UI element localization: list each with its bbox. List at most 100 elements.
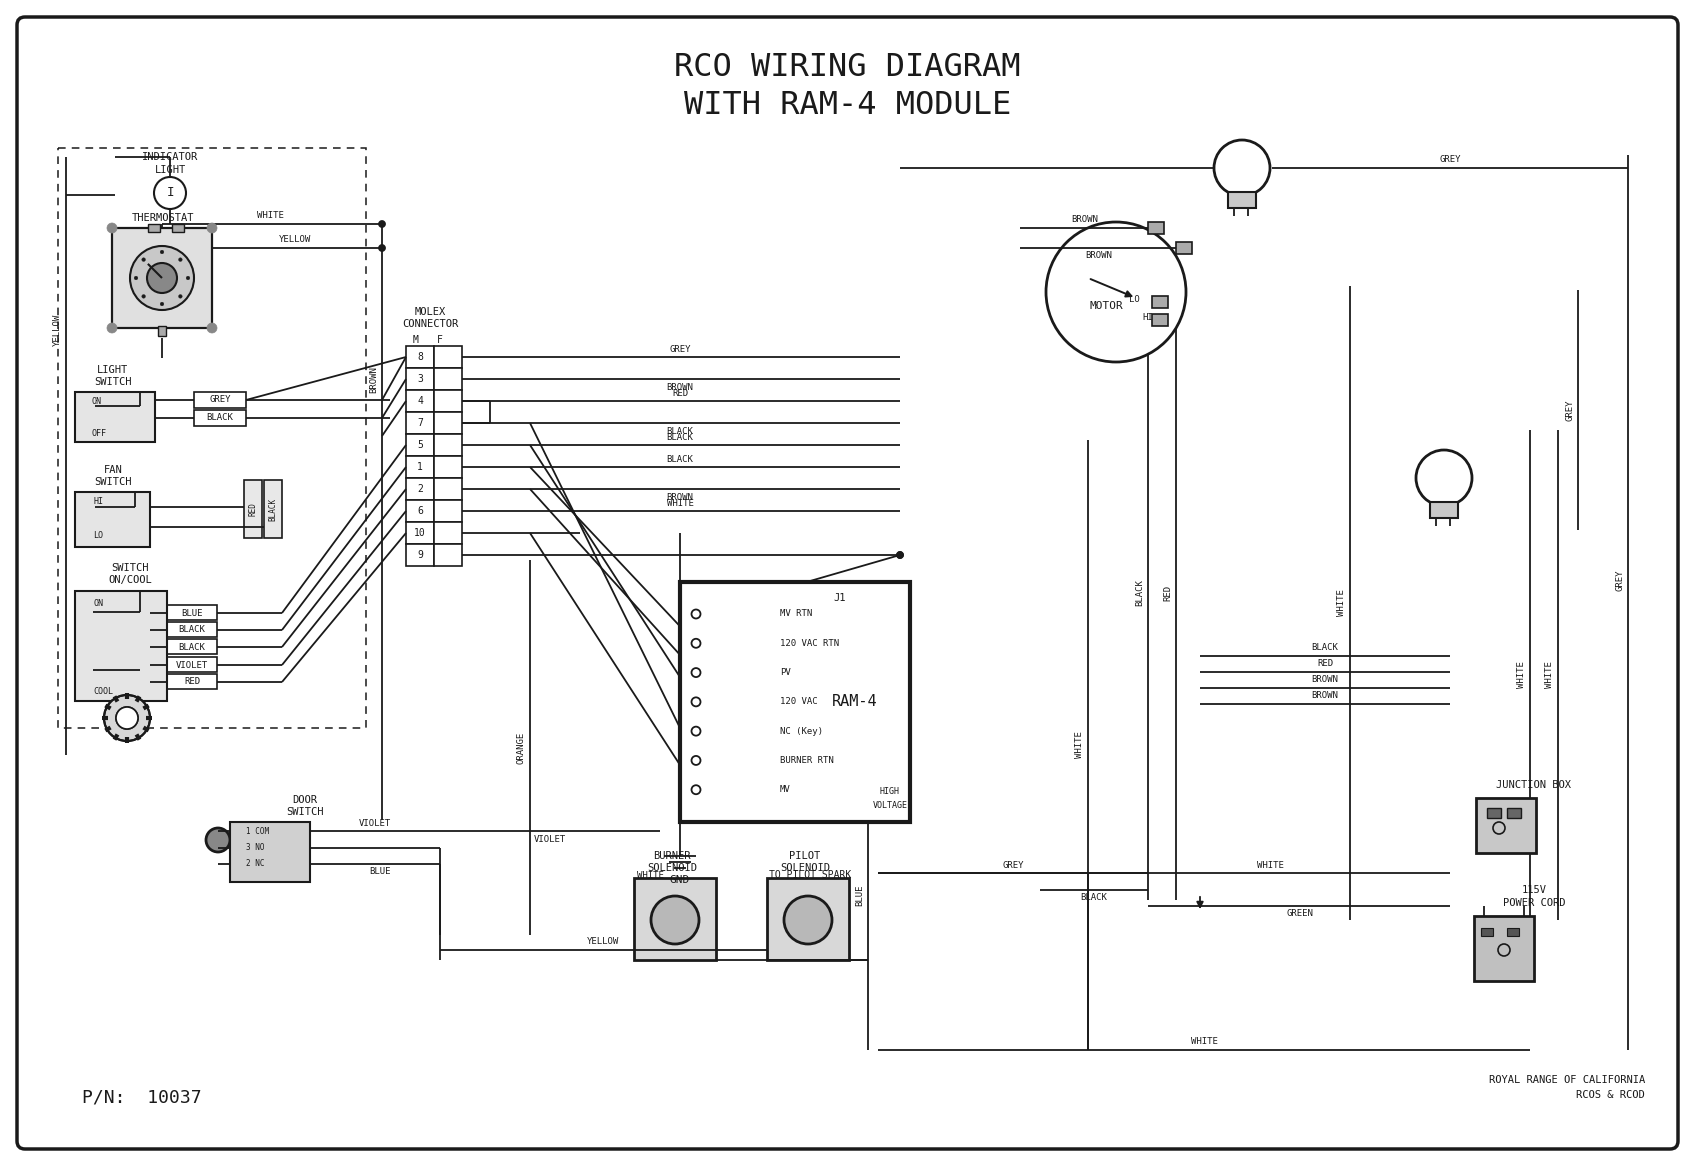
Text: TO PILOT SPARK: TO PILOT SPARK <box>770 870 851 880</box>
Text: BLUE: BLUE <box>856 884 864 906</box>
Bar <box>168 639 217 654</box>
Text: F: F <box>437 335 442 345</box>
Text: BROWN: BROWN <box>666 492 693 501</box>
Bar <box>407 368 434 389</box>
Text: 5: 5 <box>417 440 424 450</box>
Text: GREEN: GREEN <box>1287 909 1314 919</box>
Circle shape <box>161 251 164 254</box>
Bar <box>1487 808 1502 819</box>
Bar <box>407 478 434 500</box>
Text: 8: 8 <box>417 352 424 361</box>
Bar <box>434 389 463 412</box>
Text: RED: RED <box>1317 660 1332 668</box>
Circle shape <box>142 295 146 298</box>
Text: ON/COOL: ON/COOL <box>108 575 153 585</box>
Text: THERMOSTAT: THERMOSTAT <box>132 213 195 223</box>
Text: GREY: GREY <box>1615 569 1624 591</box>
Circle shape <box>1415 450 1471 506</box>
Text: 7: 7 <box>417 417 424 428</box>
Circle shape <box>207 828 231 852</box>
Text: GREY: GREY <box>1566 399 1575 421</box>
Text: BROWN: BROWN <box>370 366 378 393</box>
Bar <box>1475 916 1534 981</box>
Text: VIOLET: VIOLET <box>534 835 566 843</box>
Circle shape <box>378 245 385 252</box>
Text: BLACK: BLACK <box>268 498 278 520</box>
Text: ROYAL RANGE OF CALIFORNIA: ROYAL RANGE OF CALIFORNIA <box>1488 1075 1646 1086</box>
Text: GREY: GREY <box>1439 155 1461 164</box>
Text: WHITE: WHITE <box>666 499 693 507</box>
Text: JUNCTION BOX: JUNCTION BOX <box>1497 780 1571 791</box>
Circle shape <box>651 895 698 944</box>
Bar <box>634 878 715 960</box>
Circle shape <box>785 895 832 944</box>
Text: POWER CORD: POWER CORD <box>1503 898 1564 908</box>
Bar <box>264 480 281 538</box>
Text: 1: 1 <box>417 462 424 472</box>
Text: 2 NC: 2 NC <box>246 859 264 869</box>
Text: SWITCH: SWITCH <box>95 377 132 387</box>
Text: WHITE: WHITE <box>1546 661 1554 688</box>
Circle shape <box>107 323 117 333</box>
Text: WHITE: WHITE <box>256 211 283 220</box>
Text: BROWN: BROWN <box>1312 691 1339 701</box>
Circle shape <box>142 258 146 261</box>
Text: J1: J1 <box>834 593 846 603</box>
Bar <box>1507 928 1519 936</box>
Bar <box>147 224 159 232</box>
Bar <box>434 368 463 389</box>
Text: BLUE: BLUE <box>370 868 392 877</box>
Bar <box>434 522 463 545</box>
Bar <box>434 545 463 566</box>
Text: BROWN: BROWN <box>1071 216 1098 225</box>
Bar <box>193 392 246 408</box>
Text: 4: 4 <box>417 396 424 406</box>
Bar <box>407 545 434 566</box>
Text: 2: 2 <box>417 484 424 494</box>
Circle shape <box>897 552 903 559</box>
Text: WHITE: WHITE <box>1256 861 1283 870</box>
Bar <box>193 410 246 426</box>
Text: 3 NO: 3 NO <box>246 843 264 852</box>
Bar <box>1476 798 1536 854</box>
Text: MOTOR: MOTOR <box>1090 301 1122 311</box>
Text: GREY: GREY <box>670 344 692 353</box>
Text: MOLEX: MOLEX <box>414 307 446 317</box>
Text: DOOR: DOOR <box>293 795 317 805</box>
Text: M: M <box>414 335 419 345</box>
Bar <box>407 456 434 478</box>
Bar <box>434 478 463 500</box>
Text: BROWN: BROWN <box>1085 252 1112 260</box>
Text: RED: RED <box>185 677 200 687</box>
Bar <box>75 492 149 547</box>
Circle shape <box>207 223 217 233</box>
Bar <box>75 591 168 701</box>
Bar <box>407 389 434 412</box>
Text: WHITE: WHITE <box>1337 590 1346 617</box>
Text: P/N:  10037: P/N: 10037 <box>81 1089 202 1107</box>
Bar <box>768 878 849 960</box>
Bar <box>1431 503 1458 518</box>
Text: I: I <box>166 187 175 199</box>
Bar <box>407 500 434 522</box>
Text: GREY: GREY <box>208 395 231 405</box>
Text: BURNER: BURNER <box>653 851 692 861</box>
Bar <box>112 229 212 328</box>
Bar <box>168 656 217 672</box>
Text: LO: LO <box>93 532 103 541</box>
Text: WHITE: WHITE <box>637 871 663 879</box>
Text: WHITE: WHITE <box>1190 1038 1217 1047</box>
Bar <box>407 522 434 545</box>
Text: BLACK: BLACK <box>666 433 693 442</box>
Text: GREY: GREY <box>1002 861 1024 870</box>
Bar <box>434 412 463 434</box>
Text: 9: 9 <box>417 550 424 560</box>
Text: SWITCH: SWITCH <box>112 563 149 573</box>
Text: VIOLET: VIOLET <box>176 660 208 669</box>
Bar <box>75 392 154 442</box>
Circle shape <box>897 552 903 559</box>
Circle shape <box>103 695 149 742</box>
Circle shape <box>186 276 190 280</box>
Text: INDICATOR: INDICATOR <box>142 152 198 162</box>
Text: BLACK: BLACK <box>666 427 693 435</box>
